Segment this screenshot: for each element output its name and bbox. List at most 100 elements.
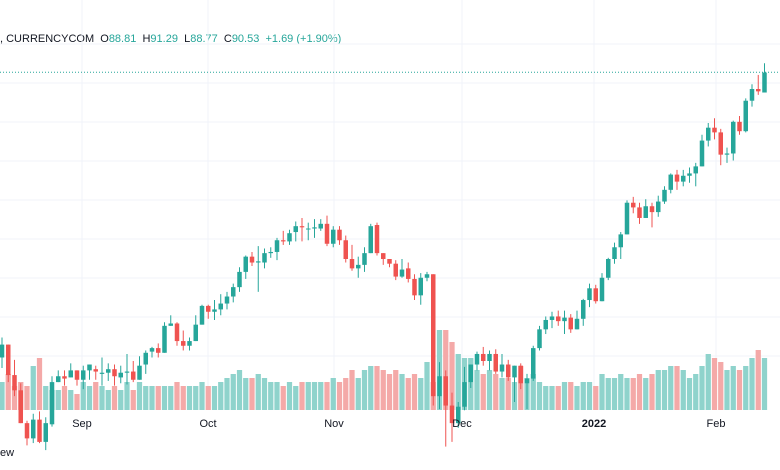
volume-bar bbox=[11, 386, 18, 410]
volume-bar bbox=[24, 386, 30, 410]
volume-bar bbox=[36, 358, 43, 410]
candle-body bbox=[431, 274, 436, 397]
volume-bar bbox=[280, 386, 286, 410]
candle-body bbox=[499, 364, 505, 372]
candle-body bbox=[281, 240, 286, 242]
candle-body bbox=[143, 352, 148, 365]
volume-bar bbox=[268, 382, 274, 410]
volume-bar bbox=[618, 374, 624, 410]
candle-body bbox=[118, 372, 123, 378]
volume-bar bbox=[543, 386, 549, 410]
volume-bar bbox=[236, 370, 243, 410]
volume-bar bbox=[299, 382, 305, 410]
volume-bar bbox=[255, 374, 261, 410]
candle-body bbox=[681, 175, 686, 182]
candle-body bbox=[562, 317, 567, 322]
candle-body bbox=[24, 423, 30, 439]
candle-body bbox=[637, 207, 642, 218]
volume-bar bbox=[155, 386, 161, 410]
volume-bar bbox=[761, 358, 768, 410]
candle-body bbox=[524, 378, 530, 384]
candle-body bbox=[299, 226, 305, 228]
candle-body bbox=[374, 225, 380, 254]
candle-body bbox=[93, 369, 98, 372]
candle-body bbox=[187, 341, 192, 346]
candle-body bbox=[262, 253, 267, 263]
volume-bar bbox=[30, 366, 36, 410]
candle-body bbox=[181, 341, 186, 346]
candle-body bbox=[593, 288, 598, 302]
volume-bar bbox=[149, 386, 155, 410]
candle-body bbox=[149, 348, 155, 352]
volume-bar bbox=[293, 386, 299, 410]
volume-bar bbox=[249, 378, 255, 410]
candle-body bbox=[131, 371, 136, 380]
volume-bar bbox=[99, 386, 105, 410]
candle-body bbox=[74, 370, 80, 380]
x-tick-label: 2022 bbox=[582, 418, 606, 430]
volume-bar bbox=[68, 390, 74, 410]
x-tick-label: Feb bbox=[707, 418, 726, 430]
candle-body bbox=[174, 323, 180, 342]
candle-body bbox=[687, 173, 692, 176]
candle-body bbox=[668, 174, 673, 190]
candle-body bbox=[243, 256, 248, 272]
candle-body bbox=[12, 375, 17, 391]
volume-bar bbox=[361, 370, 368, 410]
volume-bar bbox=[199, 382, 205, 410]
volume-bar bbox=[568, 382, 574, 410]
volume-bar bbox=[561, 382, 568, 410]
volume-bar bbox=[580, 382, 586, 410]
volume-bar bbox=[55, 390, 61, 410]
candle-body bbox=[337, 229, 342, 241]
candle-body bbox=[18, 390, 23, 424]
candle-body bbox=[581, 300, 586, 319]
volume-bar bbox=[355, 378, 361, 410]
volume-bar bbox=[668, 366, 674, 410]
low-value: 88.77 bbox=[190, 33, 218, 45]
candle-body bbox=[487, 353, 492, 361]
candle-body bbox=[231, 287, 236, 297]
volume-bar bbox=[393, 370, 399, 410]
volume-bar bbox=[274, 382, 280, 410]
candle-body bbox=[743, 100, 748, 132]
candle-body bbox=[368, 226, 373, 254]
candle-body bbox=[599, 277, 605, 302]
candle-body bbox=[112, 369, 117, 377]
candle-body bbox=[468, 364, 473, 383]
candle-body bbox=[481, 353, 486, 361]
candle-body bbox=[706, 127, 711, 141]
open-value: 88.81 bbox=[108, 33, 137, 45]
candle-body bbox=[199, 305, 205, 325]
candle-body bbox=[68, 370, 73, 378]
candle-body bbox=[99, 372, 105, 374]
volume-bar bbox=[655, 370, 661, 410]
volume-bar bbox=[43, 386, 49, 410]
candle-body bbox=[531, 348, 536, 379]
candle-body bbox=[362, 253, 367, 265]
grid bbox=[0, 0, 780, 410]
candle-body bbox=[218, 303, 223, 310]
candle-body bbox=[406, 268, 411, 279]
candle-body bbox=[631, 202, 636, 208]
candle-body bbox=[649, 206, 655, 213]
volume-bar bbox=[493, 374, 499, 410]
candle-body bbox=[381, 253, 386, 259]
volume-bar bbox=[324, 382, 330, 410]
volume-bar bbox=[399, 374, 405, 410]
x-tick-label: Oct bbox=[199, 418, 216, 430]
volume-bar bbox=[86, 386, 93, 410]
volume-bar bbox=[161, 386, 168, 410]
volume-bar bbox=[718, 362, 724, 410]
volume-bar bbox=[418, 378, 424, 410]
volume-bar bbox=[374, 366, 380, 410]
candle-body bbox=[643, 206, 648, 218]
volume-bar bbox=[643, 378, 649, 410]
volume-bar bbox=[136, 382, 143, 410]
volume-bar bbox=[80, 382, 86, 410]
volume-bar bbox=[224, 378, 230, 410]
candle-body bbox=[106, 369, 111, 373]
volume-bar bbox=[743, 366, 749, 410]
close-label: C bbox=[223, 33, 232, 45]
